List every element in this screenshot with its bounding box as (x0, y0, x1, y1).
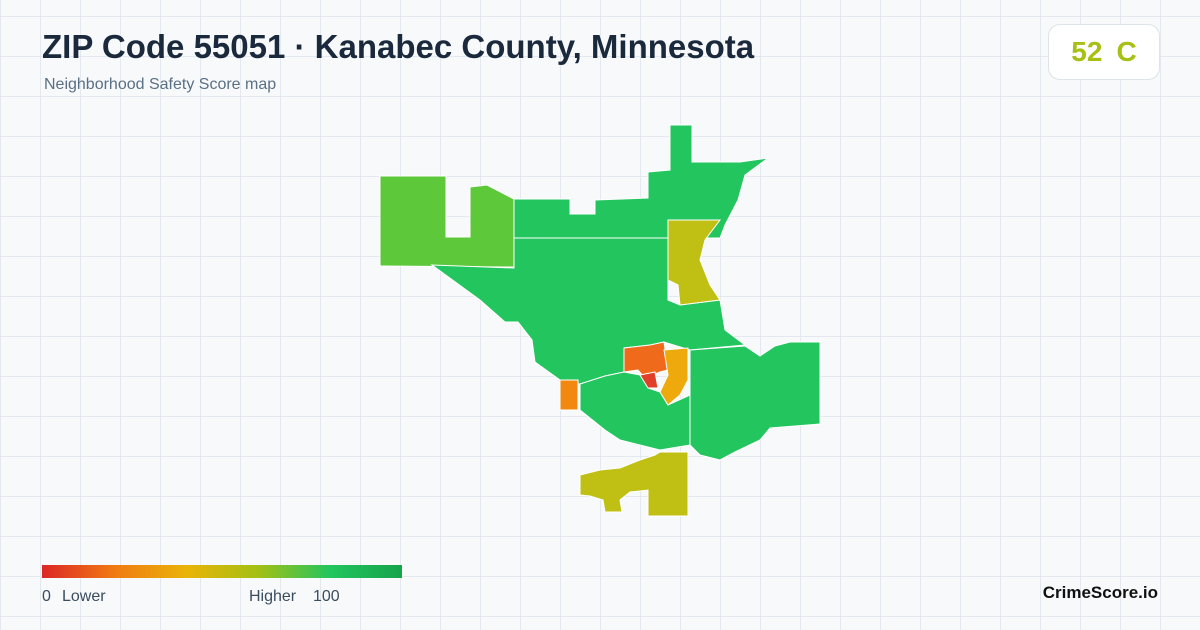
region (559, 379, 579, 411)
region (667, 219, 721, 306)
legend-min: 0 (42, 588, 51, 605)
region (579, 451, 689, 517)
region (659, 347, 689, 406)
title: ZIP Code 55051 · Kanabec County, Minneso… (42, 28, 755, 65)
legend-high: Higher (249, 588, 297, 605)
region (579, 371, 691, 451)
brand: CrimeScore.io (1042, 583, 1158, 602)
subtitle: Neighborhood Safety Score map (44, 76, 277, 93)
legend-low: Lower (62, 588, 106, 605)
region (513, 124, 769, 239)
region (623, 341, 669, 379)
legend-max: 100 (313, 588, 340, 605)
legend-gradient (42, 565, 402, 578)
score-badge: 52 C (1048, 24, 1160, 80)
region (379, 175, 515, 268)
region (689, 341, 821, 461)
grade: C (1116, 36, 1137, 67)
region (639, 371, 659, 389)
score: 52 (1071, 36, 1103, 67)
